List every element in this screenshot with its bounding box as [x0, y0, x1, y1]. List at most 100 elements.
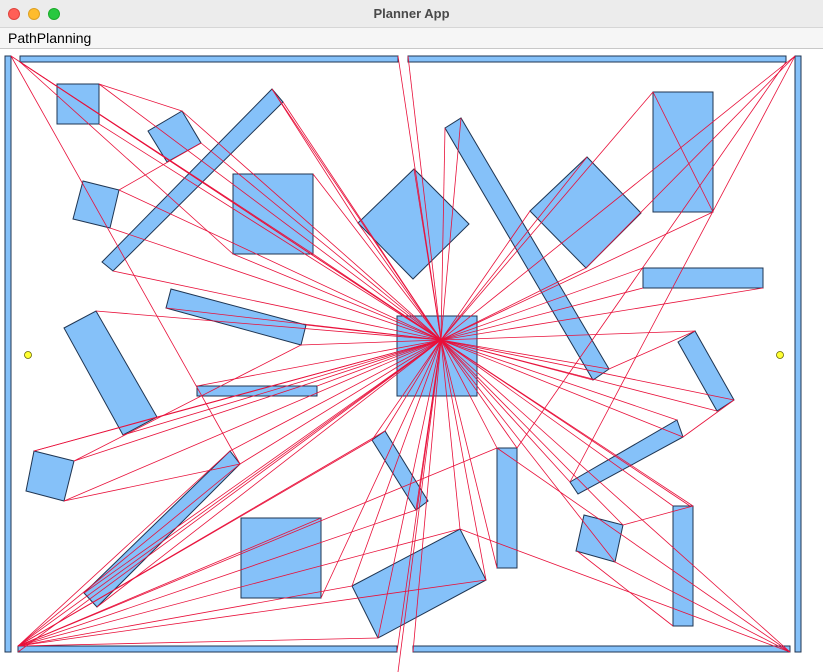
obstacle	[357, 168, 470, 280]
visibility-edge	[440, 267, 644, 341]
visibility-edge	[229, 339, 442, 452]
visibility-edge	[440, 211, 714, 341]
visibility-edge	[440, 339, 735, 401]
visibility-edge	[440, 339, 791, 653]
visibility-edge	[305, 324, 442, 341]
visibility-graph-layer	[10, 55, 796, 672]
visibility-edge	[73, 344, 302, 462]
obstacle	[83, 450, 241, 608]
visibility-edge	[440, 117, 462, 341]
visibility-edge	[232, 253, 442, 341]
obstacle	[196, 385, 318, 397]
obstacle	[575, 514, 624, 563]
obstacle	[529, 156, 642, 269]
visibility-edge	[33, 416, 158, 452]
visibility-edge	[109, 227, 442, 341]
title-bar: Planner App	[0, 0, 823, 28]
visibility-edge	[384, 339, 442, 432]
obstacle	[165, 288, 307, 346]
close-icon[interactable]	[8, 8, 20, 20]
visibility-edge	[440, 339, 624, 526]
visibility-edge	[440, 339, 678, 421]
visibility-edge	[312, 173, 442, 341]
visibility-edge	[357, 222, 442, 341]
visibility-edge	[320, 339, 442, 599]
visibility-edge	[440, 339, 571, 483]
visibility-edge	[440, 267, 587, 341]
visibility-edge	[440, 339, 610, 370]
visibility-edge	[614, 561, 791, 653]
visibility-edge	[440, 339, 691, 507]
visibility-edge	[83, 339, 442, 594]
visibility-edge	[282, 101, 442, 341]
visibility-edge	[440, 287, 764, 341]
window-title: Planner App	[373, 6, 450, 21]
planning-canvas[interactable]	[0, 49, 823, 672]
endpoint-layer	[24, 351, 784, 359]
visibility-edge	[440, 339, 518, 449]
visibility-edge	[17, 463, 241, 647]
visibility-edge	[300, 339, 442, 346]
visibility-edge	[98, 83, 442, 341]
obstacle	[407, 55, 787, 63]
visibility-edge	[17, 339, 442, 647]
visibility-edge	[440, 339, 674, 507]
obstacle	[412, 645, 791, 653]
visibility-edge	[682, 399, 735, 438]
obstacle	[25, 450, 75, 502]
visibility-edge	[351, 339, 442, 587]
obstacle	[794, 55, 802, 653]
visibility-edge	[19, 61, 314, 255]
visibility-edge	[516, 61, 787, 449]
minimize-icon[interactable]	[28, 8, 40, 20]
maximize-icon[interactable]	[48, 8, 60, 20]
visibility-edge	[440, 339, 684, 438]
visibility-edge	[440, 210, 531, 341]
visibility-edge	[17, 517, 322, 647]
visibility-edge	[440, 55, 796, 341]
visibility-edge	[17, 585, 353, 647]
visibility-edge	[17, 339, 442, 653]
visibility-edge	[652, 91, 714, 213]
visibility-edge	[63, 339, 442, 502]
visibility-edge	[440, 339, 487, 581]
visibility-edge	[440, 127, 446, 341]
visibility-edge	[440, 91, 654, 341]
visibility-edge	[98, 123, 442, 341]
visibility-edge	[496, 447, 791, 653]
goal-point[interactable]	[776, 351, 784, 359]
obstacle	[19, 55, 399, 63]
visibility-edge	[17, 528, 461, 647]
visibility-edge	[371, 339, 442, 441]
visibility-edge	[440, 330, 696, 341]
visibility-edge	[63, 463, 241, 502]
visibility-edge	[112, 270, 442, 341]
obstacle	[17, 645, 398, 653]
visibility-edge	[440, 339, 498, 449]
obstacle	[63, 310, 158, 436]
visibility-edge	[440, 339, 616, 563]
visibility-edge	[412, 339, 442, 653]
visibility-edge	[440, 156, 588, 341]
visibility-edge	[316, 339, 442, 387]
visibility-edge	[98, 83, 183, 112]
menu-pathplanning[interactable]: PathPlanning	[8, 30, 92, 46]
visibility-edge	[440, 339, 461, 530]
visibility-edge	[17, 447, 498, 647]
visibility-edge	[181, 110, 442, 341]
visibility-edge	[377, 339, 442, 639]
visibility-edge	[413, 168, 442, 341]
visibility-edge	[17, 579, 487, 647]
obstacle	[496, 447, 518, 569]
start-point[interactable]	[24, 351, 32, 359]
visibility-edge	[73, 339, 442, 462]
visibility-edge	[17, 430, 386, 647]
visibility-edge	[239, 339, 442, 465]
visibility-edge	[271, 88, 359, 224]
visibility-edge	[407, 55, 442, 341]
visibility-edge	[118, 189, 442, 341]
visibility-edge	[17, 637, 379, 647]
visibility-edge	[440, 339, 594, 381]
menu-bar: PathPlanning	[0, 28, 823, 49]
